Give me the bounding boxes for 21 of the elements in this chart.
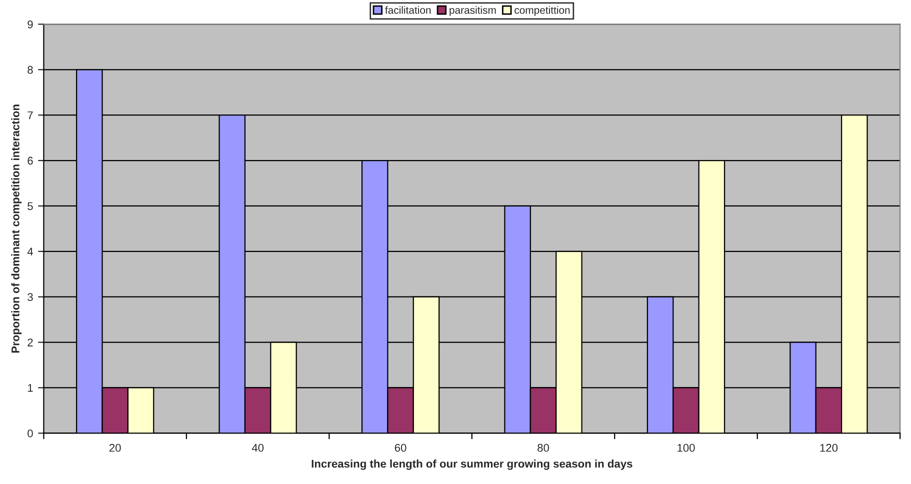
y-tick-label: 5 [28, 202, 33, 210]
y-tick-label: 1 [28, 384, 33, 392]
y-tick-label: 7 [28, 111, 33, 120]
legend-label: parasitism [450, 6, 496, 16]
x-tick-label: 100 [678, 444, 695, 452]
x-tick-label: 20 [109, 444, 121, 452]
x-tick-label: 60 [394, 444, 406, 452]
y-tick-label: 2 [28, 338, 33, 346]
y-axis-title: Proportion of dominant competition interaction [11, 104, 22, 353]
x-tick-label: 80 [538, 444, 550, 452]
y-tick-label: 4 [27, 248, 33, 256]
y-tick-label: 3 [28, 293, 33, 301]
x-tick-label: 120 [820, 444, 838, 452]
y-tick-label: 9 [28, 20, 33, 28]
y-tick-label: 6 [28, 156, 33, 165]
x-tick-label: 40 [252, 444, 264, 452]
legend-label: facilitation [385, 6, 431, 14]
y-tick-label: 8 [28, 66, 33, 74]
y-tick-label: 0 [28, 429, 33, 438]
legend-label: competittion [514, 6, 570, 16]
x-axis-title: Increasing the length of our summer growing season in days [312, 460, 632, 470]
